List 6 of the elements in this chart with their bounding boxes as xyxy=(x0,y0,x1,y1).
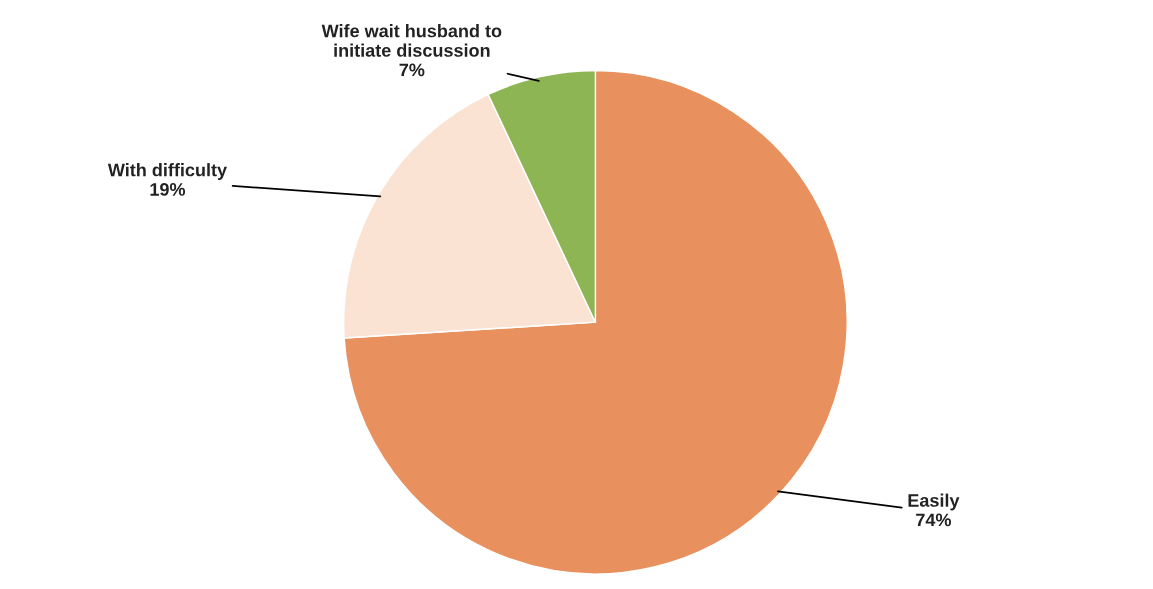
slice-label: Easily xyxy=(908,493,960,511)
slice-label: Wife wait husband to initiate discussion xyxy=(321,24,502,57)
data-label: 7% xyxy=(399,63,425,77)
slice-label: With difficulty xyxy=(107,163,227,180)
data-label: 19% xyxy=(150,183,186,196)
data-label: 74% xyxy=(916,513,951,527)
